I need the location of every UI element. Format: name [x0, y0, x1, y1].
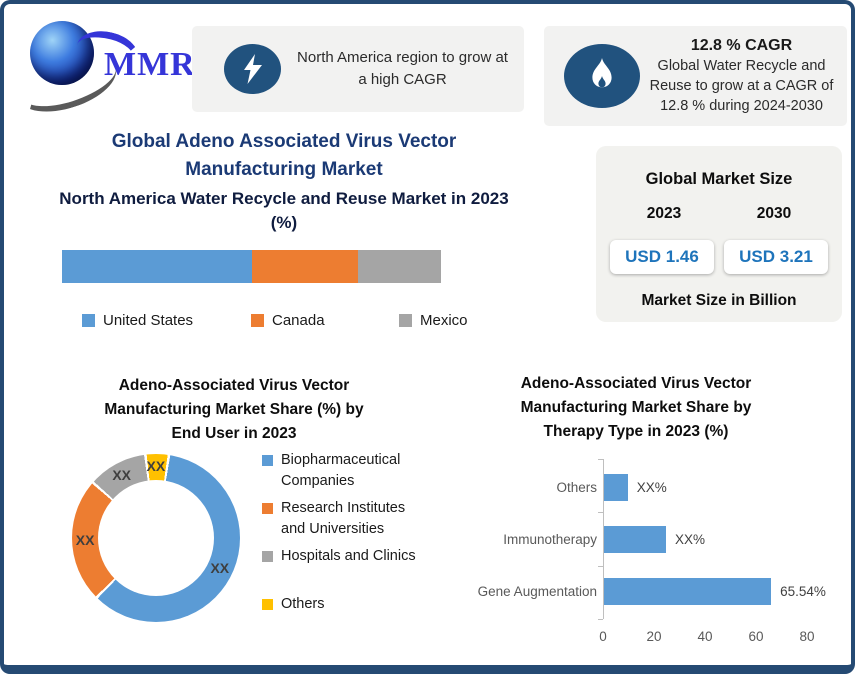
donut-legend-item-biopharmaceutical: Biopharmaceutical Companies — [262, 450, 452, 492]
therapy-title-line: Therapy Type in 2023 (%) — [543, 423, 729, 440]
legend-label: United States — [103, 312, 194, 329]
axis-tick-mark — [598, 619, 603, 620]
cagr-headline: 12.8 % CAGR — [690, 37, 793, 54]
bar-gene-augmentation — [604, 578, 772, 605]
market-size-values: USD 1.46 USD 3.21 — [610, 240, 828, 274]
x-tick-label: 40 — [697, 629, 713, 644]
y-axis-line — [603, 459, 604, 619]
donut-legend-label: Research Institutes and Universities — [281, 500, 406, 537]
market-size-panel: Global Market Size 2023 2030 USD 1.46 US… — [596, 146, 842, 322]
therapy-title-line: Adeno-Associated Virus Vector — [520, 375, 752, 392]
legend-item-canada: Canada — [251, 312, 325, 329]
axis-tick-mark — [598, 565, 603, 567]
donut-title-line: Adeno-Associated Virus Vector — [118, 377, 350, 394]
donut-legend-swatch — [262, 503, 273, 514]
axis-tick-mark — [598, 459, 603, 460]
donut-legend-label: Others — [281, 596, 325, 612]
flame-icon — [564, 44, 640, 108]
donut-legend-item-others: Others — [262, 594, 452, 615]
legend-label: Canada — [272, 312, 325, 329]
donut-legend-swatch — [262, 599, 273, 610]
legend-swatch-mexico — [399, 314, 412, 327]
stacked-bar-chart-title: North America Water Recycle and Reuse Ma… — [59, 189, 509, 232]
legend-swatch-united-states — [82, 314, 95, 327]
year-2030-label: 2030 — [756, 205, 792, 222]
value-label-immunotherapy: XX% — [674, 532, 705, 547]
donut-title-line: End User in 2023 — [171, 425, 297, 442]
donut-legend-label: Hospitals and Clinics — [281, 548, 416, 564]
donut-label-research-institutes: XX — [75, 532, 95, 549]
stacked-segment-mexico — [357, 250, 441, 283]
stacked-bar-legend: United States Canada Mexico — [62, 312, 468, 332]
mmr-logo: MMR — [10, 10, 196, 123]
donut-legend-label: Biopharmaceutical Companies — [281, 452, 401, 489]
page-title-line2: Manufacturing Market — [185, 159, 383, 180]
x-tick-label: 80 — [799, 629, 815, 644]
globe-icon — [30, 21, 94, 85]
callout-cagr-text: 12.8 % CAGR Global Water Recycle and Reu… — [640, 36, 847, 116]
cagr-body: Global Water Recycle and Reuse to grow a… — [649, 58, 834, 114]
logo-text: MMR — [104, 46, 196, 83]
donut-title-line: Manufacturing Market Share (%) by — [104, 401, 364, 418]
value-label-others: XX% — [636, 480, 667, 495]
therapy-bar-chart-title: Adeno-Associated Virus Vector Manufacturi… — [466, 372, 806, 444]
donut-label-others: XX — [146, 458, 166, 474]
value-label-gene-augmentation: 65.54% — [780, 584, 826, 599]
donut-legend-swatch — [262, 551, 273, 562]
market-size-years: 2023 2030 — [596, 205, 842, 223]
therapy-bar-chart: Others XX% Immunotherapy XX% Gene Augmentati… — [466, 456, 851, 656]
donut-hole — [98, 480, 214, 596]
market-size-title: Global Market Size — [645, 170, 793, 188]
stacked-bar-chart — [62, 250, 441, 283]
donut-label-biopharmaceutical: XX — [210, 560, 230, 577]
legend-item-united-states: United States — [82, 312, 193, 329]
callout-north-america: North America region to grow at a high C… — [192, 26, 524, 112]
end-user-donut-chart: XX XX XX XX — [72, 454, 240, 622]
therapy-title-line: Manufacturing Market Share by — [520, 399, 752, 416]
axis-tick-mark — [598, 512, 603, 514]
callout-cagr: 12.8 % CAGR Global Water Recycle and Reu… — [544, 26, 847, 126]
category-label-others: Others — [556, 480, 597, 495]
bar-immunotherapy — [604, 526, 666, 553]
market-size-2030-value: USD 3.21 — [724, 240, 828, 274]
donut-chart-title: Adeno-Associated Virus Vector Manufacturi… — [54, 374, 414, 446]
callout-north-america-text: North America region to grow at a high C… — [297, 49, 508, 88]
donut-legend-item-research-institutes: Research Institutes and Universities — [262, 498, 452, 540]
page-title: Global Adeno Associated Virus Vector Man… — [44, 128, 524, 184]
x-tick-label: 0 — [599, 629, 607, 644]
x-tick-label: 20 — [646, 629, 662, 644]
x-tick-label: 60 — [748, 629, 764, 644]
category-label-immunotherapy: Immunotherapy — [503, 532, 597, 547]
market-size-2023-value: USD 1.46 — [610, 240, 714, 274]
year-2023-label: 2023 — [646, 205, 682, 222]
stacked-segment-canada — [251, 250, 358, 283]
donut-legend: Biopharmaceutical Companies Research Inst… — [262, 450, 452, 621]
legend-label: Mexico — [420, 312, 468, 329]
legend-swatch-canada — [251, 314, 264, 327]
lightning-bolt-icon — [224, 44, 281, 94]
donut-label-hospitals-and-clinics: XX — [112, 466, 132, 483]
donut-legend-swatch — [262, 455, 273, 466]
page-title-line1: Global Adeno Associated Virus Vector — [111, 131, 457, 152]
legend-item-mexico: Mexico — [399, 312, 468, 329]
category-label-gene-augmentation: Gene Augmentation — [477, 584, 597, 599]
donut-legend-item-hospitals-and-clinics: Hospitals and Clinics — [262, 546, 452, 567]
market-size-footnote: Market Size in Billion — [641, 292, 797, 309]
bar-others — [604, 474, 628, 501]
stacked-segment-united-states — [62, 250, 252, 283]
